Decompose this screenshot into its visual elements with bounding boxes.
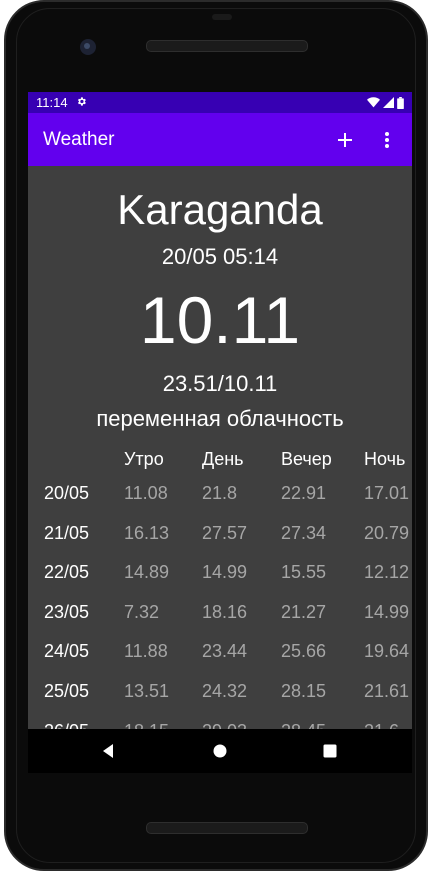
- forecast-morning-value: 11.88: [124, 641, 168, 662]
- back-button[interactable]: [99, 741, 119, 761]
- forecast-morning-value: 13.51: [124, 680, 170, 701]
- forecast-morning-value: 14.89: [124, 562, 170, 583]
- header-evening: Вечер: [281, 449, 332, 469]
- home-icon: [213, 744, 227, 758]
- front-camera: [80, 39, 96, 55]
- forecast-day-value: 14.99: [202, 562, 248, 583]
- forecast-row: 21/05 16.13 27.57 27.34 20.79: [28, 523, 412, 563]
- forecast-row: 23/05 7.32 18.16 21.27 14.99: [28, 602, 412, 642]
- forecast-morning-value: 16.13: [124, 522, 170, 543]
- forecast-date: 21/05: [44, 522, 90, 543]
- forecast-night-value: 21.61: [364, 680, 410, 701]
- forecast-day-value: 27.57: [202, 522, 248, 543]
- forecast-night-value: 12.12: [364, 562, 410, 583]
- forecast-table: Утро День Вечер Ночь 20/05 11.08 21.8 22…: [28, 449, 412, 729]
- app-bar-actions: [334, 129, 398, 151]
- forecast-date: 20/05: [44, 483, 90, 503]
- weather-content: Karaganda 20/05 05:14 10.11 23.51/10.11 …: [28, 166, 412, 729]
- forecast-morning-value: 18.15: [124, 721, 169, 729]
- forecast-date: 25/05: [44, 680, 90, 701]
- forecast-morning-value: 11.08: [124, 483, 168, 503]
- forecast-row: 20/05 11.08 21.8 22.91 17.01: [28, 483, 412, 523]
- forecast-row: 26/05 18.15 29.03 28.45 21.6: [28, 721, 412, 729]
- header-morning: Утро: [124, 449, 164, 469]
- forecast-header-row: Утро День Вечер Ночь: [28, 449, 412, 483]
- add-icon: [338, 132, 352, 147]
- temperature-max-min: 23.51/10.11: [162, 371, 278, 396]
- top-notch: [212, 14, 232, 20]
- more-vert-icon: [385, 131, 389, 148]
- bottom-speaker: [146, 822, 308, 834]
- forecast-morning-value: 7.32: [124, 601, 160, 622]
- forecast-day-value: 24.32: [202, 680, 248, 701]
- home-button[interactable]: [210, 741, 230, 761]
- forecast-evening-value: 22.91: [281, 483, 327, 503]
- weather-description: переменная облачность: [96, 406, 344, 431]
- forecast-night-value: 14.99: [364, 601, 410, 622]
- app-bar: Weather: [28, 113, 412, 166]
- header-day: День: [202, 449, 244, 469]
- forecast-date: 22/05: [44, 562, 90, 583]
- forecast-date: 24/05: [44, 641, 90, 662]
- forecast-date: 23/05: [44, 601, 90, 622]
- forecast-evening-value: 28.15: [281, 680, 327, 701]
- forecast-day-value: 18.16: [202, 601, 248, 622]
- forecast-evening-value: 28.45: [281, 721, 326, 729]
- weather-datetime: 20/05 05:14: [161, 244, 279, 269]
- forecast-night-value: 21.6: [364, 721, 399, 729]
- forecast-day-value: 23.44: [202, 641, 248, 662]
- city-name: Karaganda: [117, 186, 323, 233]
- forecast-evening-value: 27.34: [281, 522, 327, 543]
- forecast-row: 22/05 14.89 14.99 15.55 12.12: [28, 562, 412, 602]
- earpiece-speaker: [146, 40, 308, 52]
- forecast-evening-value: 21.27: [281, 601, 327, 622]
- add-city-button[interactable]: [334, 129, 356, 151]
- forecast-date: 26/05: [44, 721, 89, 729]
- forecast-day-value: 29.03: [202, 721, 247, 729]
- forecast-night-value: 20.79: [364, 522, 410, 543]
- forecast-evening-value: 25.66: [281, 641, 327, 662]
- settings-icon: [76, 96, 87, 110]
- status-bar: 11:14: [28, 92, 412, 113]
- phone-edge: [16, 8, 416, 863]
- forecast-row: 25/05 13.51 24.32 28.15 21.61: [28, 681, 412, 721]
- forecast-night-value: 19.64: [364, 641, 410, 662]
- phone-screen: 11:14 Weather Karaganda 20/05 05:14 10.1…: [28, 92, 412, 773]
- recents-button[interactable]: [320, 741, 340, 761]
- forecast-row: 24/05 11.88 23.44 25.66 19.64: [28, 641, 412, 681]
- system-navigation-bar: [28, 729, 412, 773]
- overflow-menu-button[interactable]: [376, 129, 398, 151]
- app-title: Weather: [43, 128, 115, 150]
- recents-icon: [323, 744, 337, 758]
- header-night: Ночь: [364, 449, 406, 469]
- wifi-icon: [367, 97, 380, 108]
- status-icons: [367, 96, 404, 109]
- forecast-night-value: 17.01: [364, 483, 410, 503]
- forecast-day-value: 21.8: [202, 483, 238, 503]
- back-icon: [103, 744, 113, 758]
- battery-icon: [397, 96, 404, 109]
- status-time: 11:14: [36, 95, 68, 110]
- signal-icon: [383, 97, 394, 108]
- current-temperature: 10.11: [139, 283, 301, 357]
- forecast-evening-value: 15.55: [281, 562, 327, 583]
